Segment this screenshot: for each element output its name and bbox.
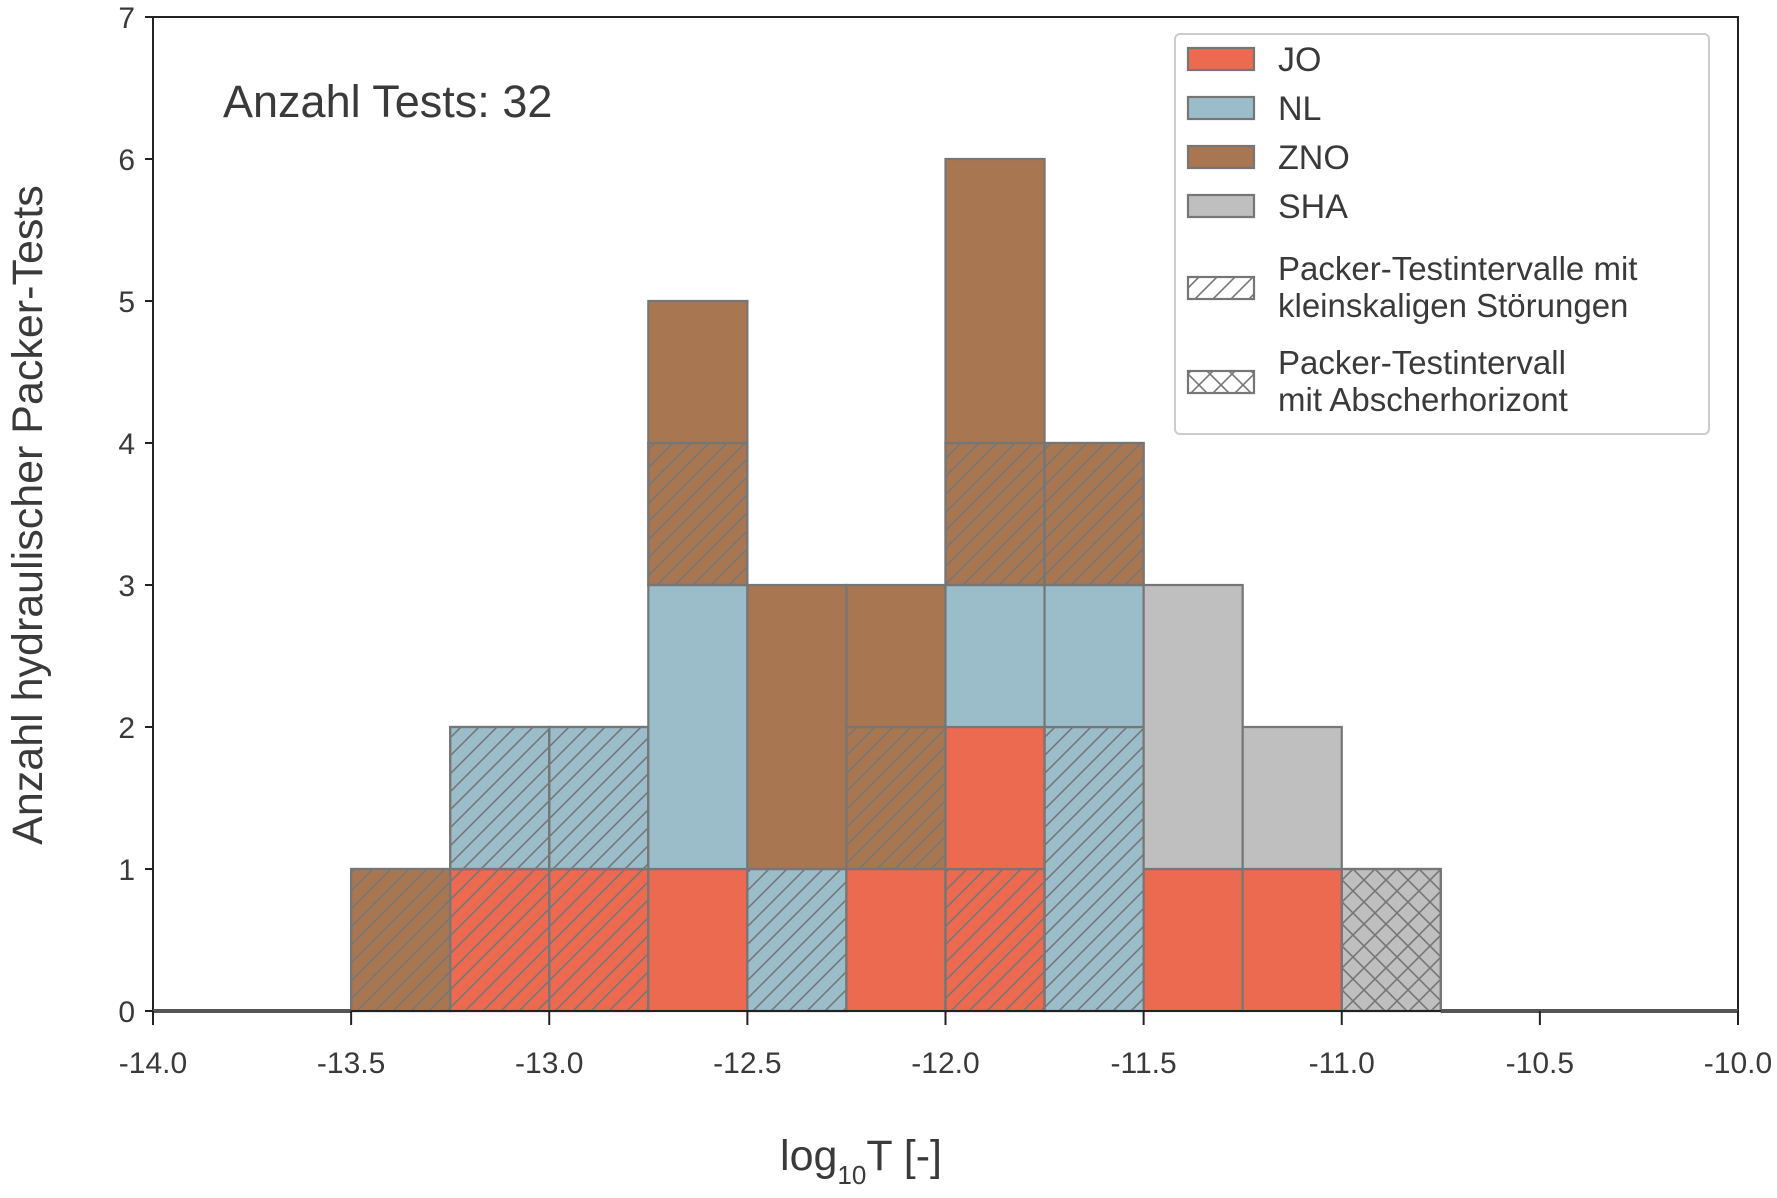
legend-label-sha: SHA <box>1278 188 1348 226</box>
legend-swatch-jo <box>1186 46 1256 72</box>
legend: JO NL ZNO SHA Packer-Testintervalle mitklein… <box>1174 33 1710 435</box>
axes: -14.0 -13.5 -13.0 -12.5 -12.0 -11.5 -11.0 -10.5… <box>118 2 1772 1080</box>
hatch-overlay <box>845 725 947 871</box>
legend-label-hatch-line2: kleinskaligen Störungen <box>1278 287 1628 324</box>
hatch-overlay <box>449 725 551 871</box>
hatch-overlay <box>944 441 1046 587</box>
legend-label-cross-line2: mit Abscherhorizont <box>1278 381 1568 418</box>
x-axis-label-main: log <box>780 1132 837 1180</box>
x-axis-label-subscript: 10 <box>837 1160 866 1190</box>
legend-swatch-zno <box>1186 144 1256 170</box>
hatch-overlay <box>548 867 650 1013</box>
y-tick-label: 5 <box>118 286 135 319</box>
hatch-overlay <box>449 867 551 1013</box>
y-tick-label: 0 <box>118 996 135 1029</box>
y-tick-label: 3 <box>118 570 135 603</box>
bars-layer <box>350 157 1442 1013</box>
x-tick-label: -13.0 <box>515 1047 583 1080</box>
hatch-overlay <box>647 441 749 587</box>
bar-jo <box>1142 867 1244 1013</box>
bar-zno <box>746 583 848 871</box>
y-tick-label: 1 <box>118 854 135 887</box>
legend-label-jo: JO <box>1278 41 1321 79</box>
bar-nl <box>1043 583 1145 729</box>
legend-box <box>1174 33 1710 435</box>
legend-label-zno: ZNO <box>1278 139 1350 177</box>
legend-label-cross-line1: Packer-Testintervall <box>1278 344 1566 381</box>
y-tick-label: 6 <box>118 144 135 177</box>
y-axis-label: Anzahl hydraulischer Packer-Tests <box>4 185 52 845</box>
legend-swatch-sha <box>1186 193 1256 219</box>
bar-sha <box>1142 583 1244 871</box>
legend-swatch-nl <box>1186 95 1256 121</box>
legend-label-hatch-line1: Packer-Testintervalle mit <box>1278 250 1637 287</box>
annotation-total-tests: Anzahl Tests: 32 <box>223 76 552 127</box>
hatch-overlay <box>1043 725 1145 1013</box>
bar-jo <box>1241 867 1343 1013</box>
bar-jo <box>647 867 749 1013</box>
bar-nl <box>944 583 1046 729</box>
cross-overlay <box>1340 867 1442 1013</box>
x-tick-label: -10.5 <box>1506 1047 1574 1080</box>
x-tick-label: -11.5 <box>1111 1047 1177 1080</box>
y-tick-label: 7 <box>118 2 135 35</box>
x-axis-label: log10T [-] <box>780 1132 942 1190</box>
x-tick-label: -14.0 <box>119 1047 187 1080</box>
hatch-overlay <box>944 867 1046 1013</box>
legend-swatch-cross <box>1186 369 1256 395</box>
x-tick-label: -12.0 <box>911 1047 979 1080</box>
hatch-overlay <box>548 725 650 871</box>
x-tick-label: -10.0 <box>1704 1047 1772 1080</box>
bar-zno <box>944 157 1046 445</box>
x-tick-label: -11.0 <box>1309 1047 1375 1080</box>
hatch-overlay <box>1043 441 1145 587</box>
x-tick-label: -13.5 <box>317 1047 385 1080</box>
y-tick-label: 4 <box>118 428 135 461</box>
bar-zno <box>845 583 947 729</box>
bar-zno <box>647 299 749 445</box>
bar-sha <box>1241 725 1343 871</box>
x-axis-label-rest: T [-] <box>866 1132 942 1180</box>
hatch-overlay <box>350 867 452 1013</box>
bar-jo <box>845 867 947 1013</box>
x-tick-label: -12.5 <box>713 1047 781 1080</box>
legend-label-nl: NL <box>1278 90 1321 128</box>
bar-nl <box>647 583 749 871</box>
bar-jo <box>944 725 1046 871</box>
y-tick-label: 2 <box>118 712 135 745</box>
legend-swatch-hatch <box>1186 275 1256 301</box>
hatch-overlay <box>746 867 848 1013</box>
